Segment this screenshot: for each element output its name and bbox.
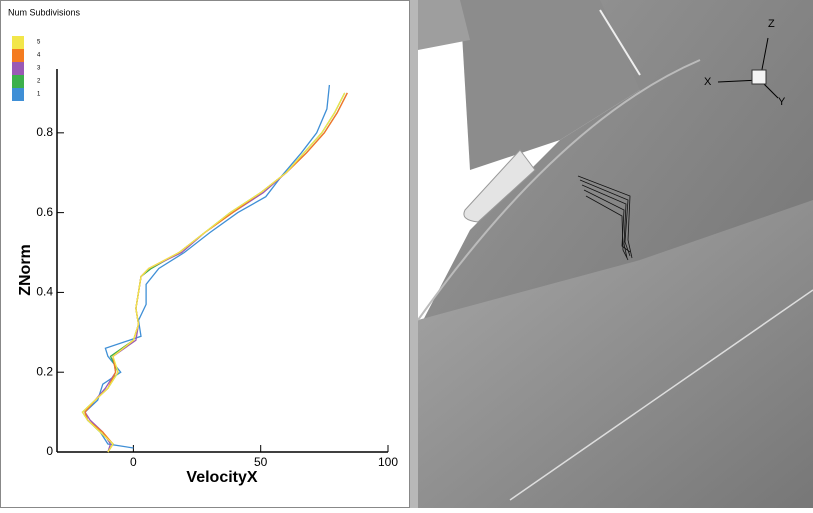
- triad-label: Y: [778, 96, 786, 108]
- y-tick-label: 0.6: [36, 205, 53, 219]
- legend-swatch: [12, 88, 24, 101]
- y-tick-label: 0.8: [36, 125, 53, 139]
- y-tick-label: 0: [46, 444, 53, 458]
- y-tick-label: 0.2: [36, 364, 53, 378]
- x-tick-label: 50: [254, 455, 268, 469]
- x-tick-label: 100: [378, 455, 398, 469]
- triad-label: X: [704, 76, 712, 88]
- splitter[interactable]: [410, 0, 418, 508]
- legend-swatch: [12, 36, 24, 49]
- legend-swatch: [12, 62, 24, 75]
- legend-swatch: [12, 75, 24, 88]
- y-tick-label: 0.4: [36, 285, 53, 299]
- render-view: Z X Y: [418, 0, 813, 508]
- plot-panel: [1, 1, 410, 508]
- x-axis-label: VelocityX: [186, 469, 257, 486]
- triad-label: Z: [768, 18, 775, 30]
- x-tick-label: 0: [130, 455, 137, 469]
- legend-title: Num Subdivisions: [8, 7, 81, 17]
- legend-swatch: [12, 49, 24, 62]
- y-axis-label: ZNorm: [17, 244, 34, 296]
- screenshot: Z X Y Num Subdivisions VelocityX ZNorm 0…: [0, 0, 813, 508]
